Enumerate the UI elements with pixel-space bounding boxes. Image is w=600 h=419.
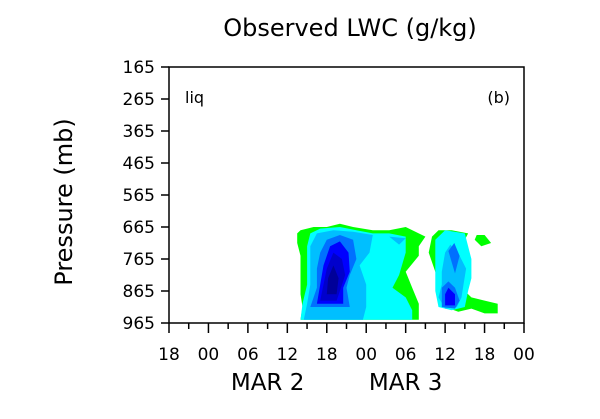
- x-tick-label-0: 18: [158, 345, 180, 365]
- x-date-label-1: MAR 3: [369, 370, 443, 396]
- y-tick-label-5: 665: [123, 218, 155, 238]
- x-tick-label-9: 00: [513, 345, 535, 365]
- x-tick-label-1: 00: [198, 345, 220, 365]
- panel-annotation-liq: liq: [185, 88, 204, 107]
- x-tick-label-6: 06: [395, 345, 417, 365]
- contour-region-10: [448, 243, 460, 274]
- y-tick-label-8: 965: [123, 314, 155, 334]
- x-tick-label-4: 18: [316, 345, 338, 365]
- x-tick-label-5: 00: [355, 345, 377, 365]
- y-tick-label-7: 865: [123, 282, 155, 302]
- x-tick-label-7: 12: [434, 345, 456, 365]
- x-tick-label-3: 12: [277, 345, 299, 365]
- contour-region-2: [474, 235, 492, 247]
- y-tick-label-1: 265: [123, 90, 155, 110]
- contour-region-12: [445, 287, 455, 306]
- y-tick-label-4: 565: [123, 186, 155, 206]
- y-tick-label-0: 165: [123, 58, 155, 78]
- contour-region-14: [326, 265, 339, 295]
- panel-annotation-b: (b): [487, 88, 510, 107]
- x-tick-label-8: 18: [474, 345, 496, 365]
- x-axis: 18 00 06 12 18 00 06 12 18 00 MAR 2 MAR 3: [158, 323, 535, 396]
- contour-region-6: [389, 236, 406, 245]
- x-date-label-0: MAR 2: [231, 370, 305, 396]
- contour-regions: [297, 223, 498, 320]
- chart-title: Observed LWC (g/kg): [223, 14, 477, 42]
- y-tick-label-2: 365: [123, 122, 155, 142]
- y-axis-label: Pressure (mb): [50, 118, 78, 285]
- y-axis: 165 265 365 465 565 665 765 865 965: [123, 58, 169, 334]
- x-tick-label-2: 06: [237, 345, 259, 365]
- y-tick-label-6: 765: [123, 250, 155, 270]
- y-tick-label-3: 465: [123, 154, 155, 174]
